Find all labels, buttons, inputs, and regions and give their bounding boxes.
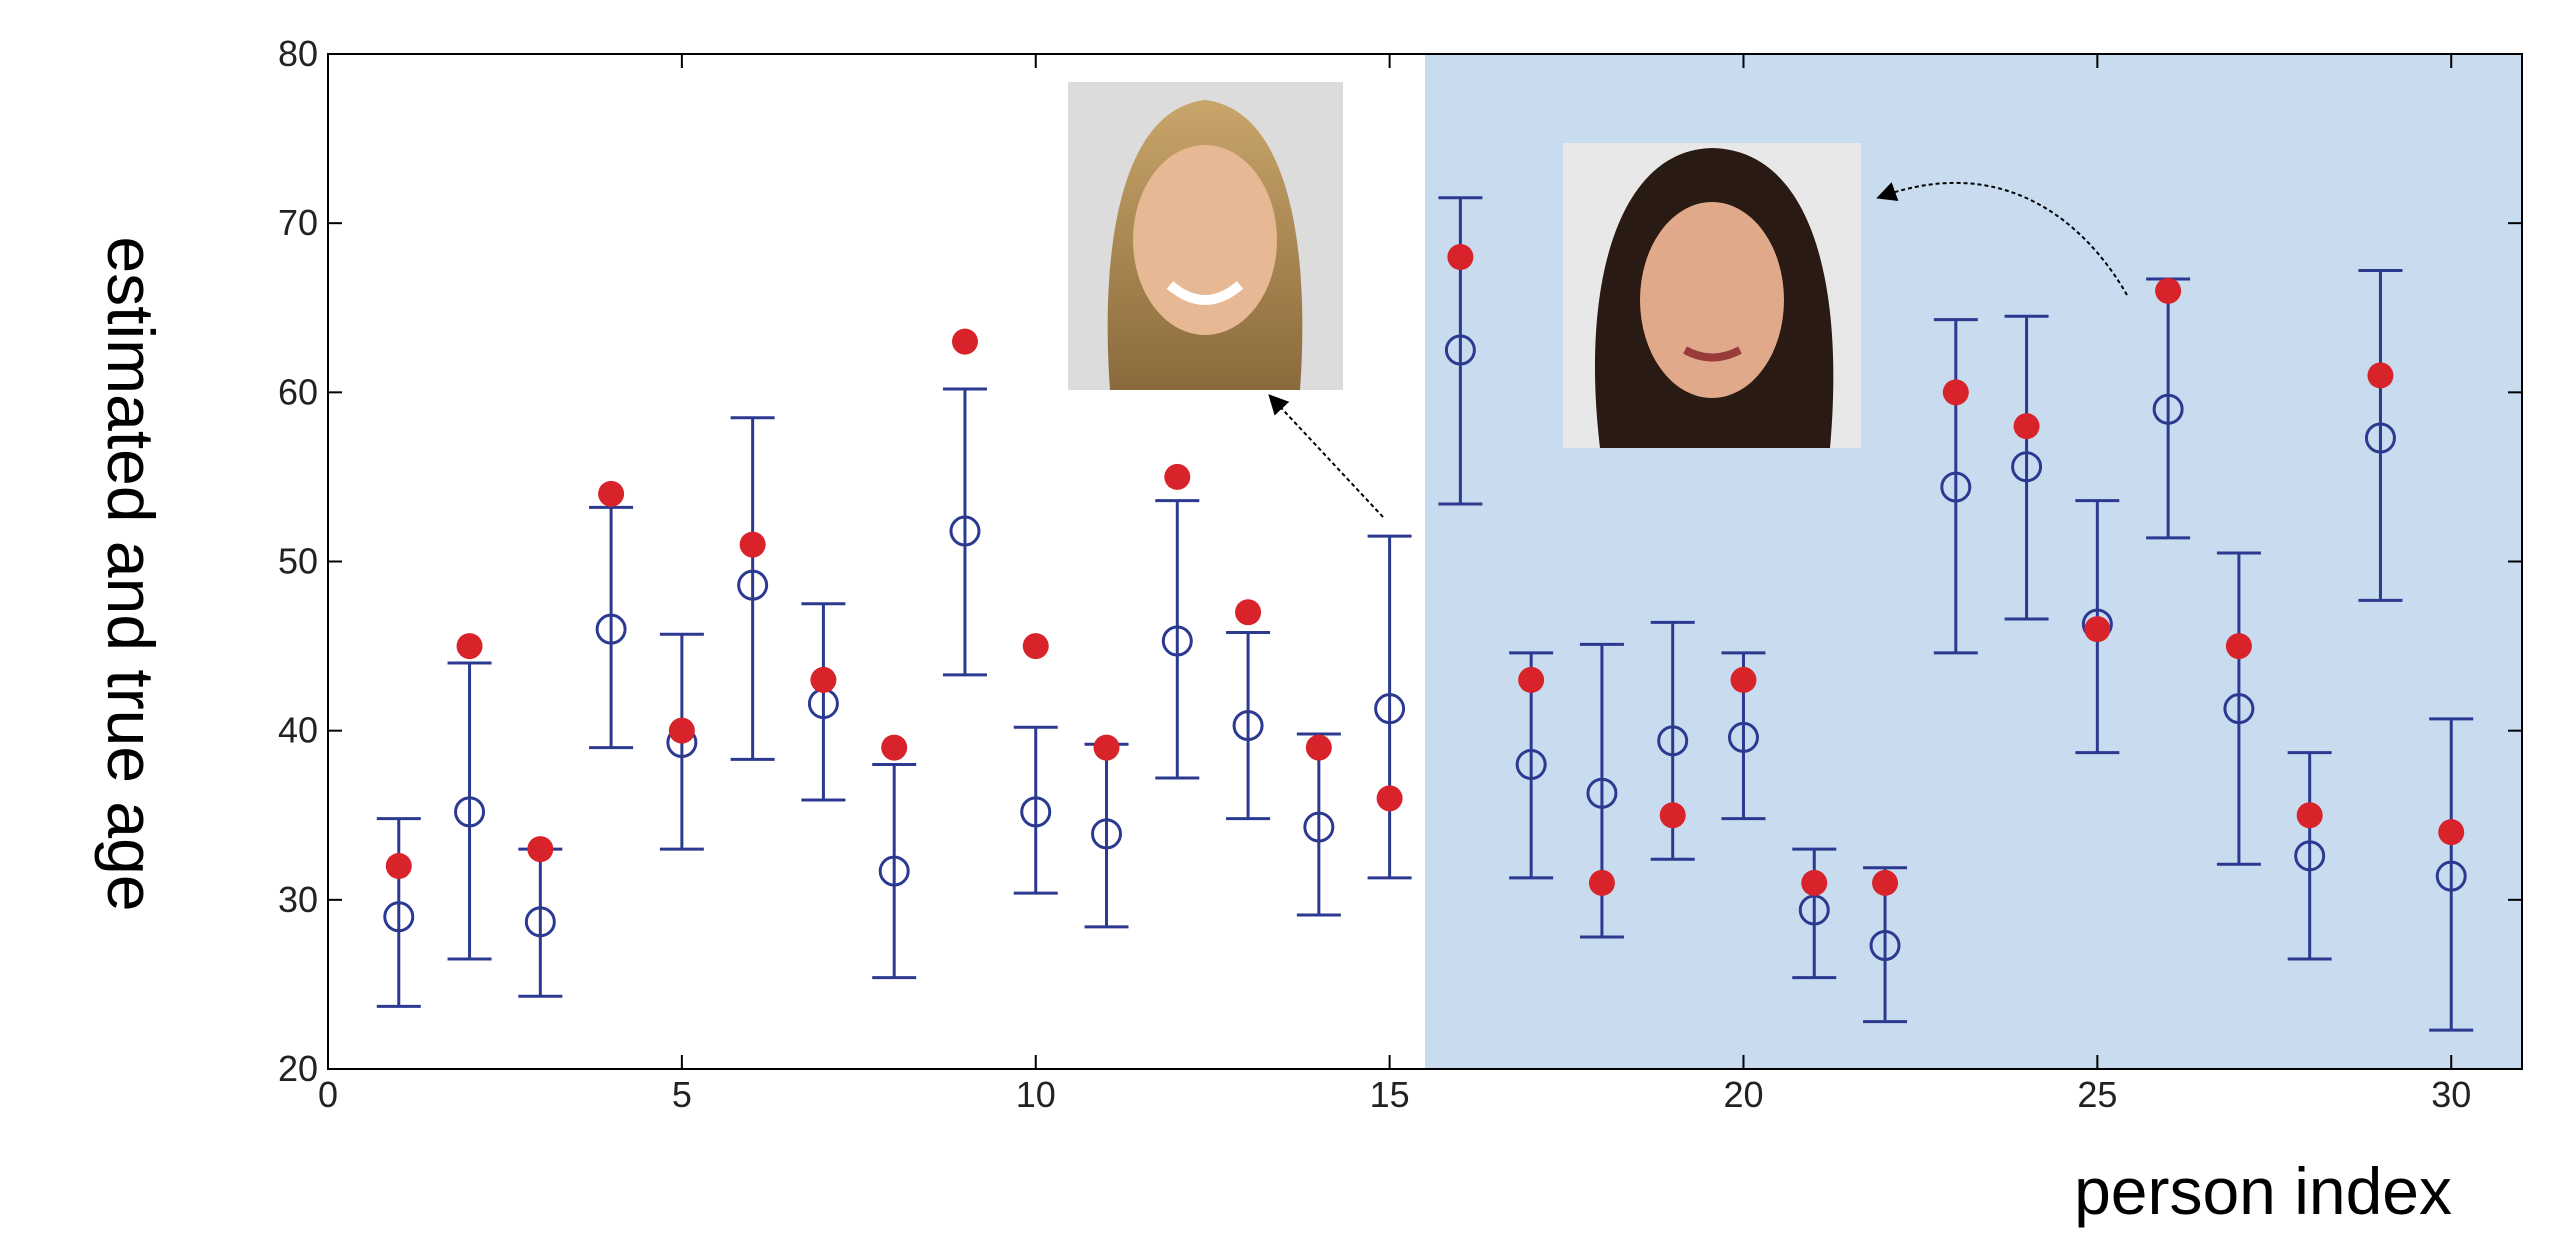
true-point <box>1872 870 1898 896</box>
arrow <box>1271 397 1383 517</box>
true-point <box>1377 785 1403 811</box>
true-point <box>386 853 412 879</box>
true-point <box>457 633 483 659</box>
true-point <box>810 667 836 693</box>
true-point <box>2014 413 2040 439</box>
true-point <box>1094 735 1120 761</box>
true-point <box>2367 362 2393 388</box>
y-tick-label: 60 <box>278 371 318 412</box>
photo-face <box>1133 145 1277 335</box>
y-tick-label: 20 <box>278 1048 318 1089</box>
true-point <box>527 836 553 862</box>
true-point <box>2438 819 2464 845</box>
y-tick-label: 40 <box>278 710 318 751</box>
true-point <box>1306 735 1332 761</box>
y-tick-label: 80 <box>278 33 318 74</box>
true-point <box>598 481 624 507</box>
x-tick-label: 5 <box>672 1074 692 1115</box>
plot-area: 0 5 10 15 20 25 30 20 30 40 50 60 70 80 <box>278 33 2522 1115</box>
photo-face <box>1640 202 1784 398</box>
y-tick-label: 50 <box>278 541 318 582</box>
true-point <box>1660 802 1686 828</box>
chart: 05101520253020304050607080 person index … <box>0 0 2572 1251</box>
true-point <box>1730 667 1756 693</box>
y-tick-label: 30 <box>278 879 318 920</box>
true-point <box>2155 278 2181 304</box>
true-point <box>1023 633 1049 659</box>
true-point <box>1943 379 1969 405</box>
true-point <box>1518 667 1544 693</box>
page: {"chart_data": {"type": "errorbar", "x_l… <box>0 0 2572 1251</box>
true-point <box>1801 870 1827 896</box>
true-point <box>1447 244 1473 270</box>
true-point <box>1235 599 1261 625</box>
true-point <box>1164 464 1190 490</box>
y-tick-label: 70 <box>278 202 318 243</box>
x-tick-label: 30 <box>2431 1074 2471 1115</box>
x-tick-label: 0 <box>318 1074 338 1115</box>
true-point <box>2226 633 2252 659</box>
true-point <box>2297 802 2323 828</box>
x-tick-label: 15 <box>1370 1074 1410 1115</box>
true-point <box>952 329 978 355</box>
true-point <box>1589 870 1615 896</box>
true-point <box>881 735 907 761</box>
x-tick-label: 20 <box>1723 1074 1763 1115</box>
x-tick-label: 25 <box>2077 1074 2117 1115</box>
true-point <box>2084 616 2110 642</box>
true-point <box>669 718 695 744</box>
y-axis-label: estimated and true age <box>94 236 168 911</box>
true-point <box>740 532 766 558</box>
x-axis-label: person index <box>2074 1154 2452 1228</box>
x-tick-label: 10 <box>1016 1074 1056 1115</box>
